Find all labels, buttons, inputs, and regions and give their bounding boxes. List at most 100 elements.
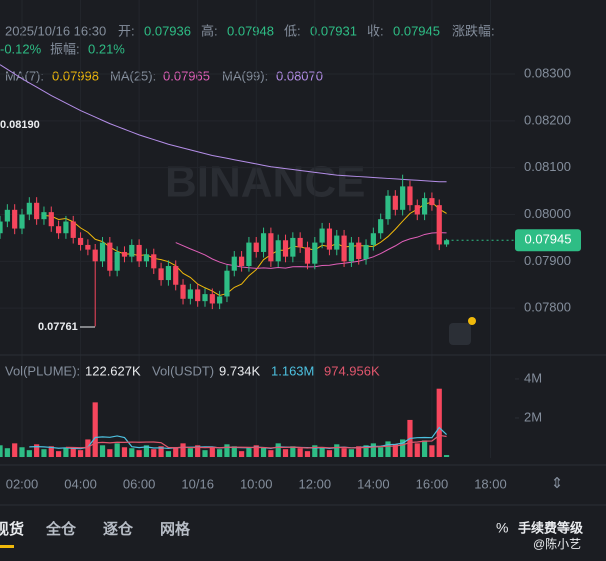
volume-bar: [63, 448, 69, 457]
price-tag: [515, 229, 581, 252]
candle-body: [304, 247, 311, 264]
candle-body: [158, 268, 164, 281]
candle-body: [41, 212, 47, 220]
candle-body: [370, 233, 376, 245]
candle-body: [268, 233, 274, 262]
candle-body: [136, 244, 142, 262]
candle-body: [187, 289, 193, 299]
value: 0.07965: [163, 68, 210, 83]
volume-bar: [202, 450, 208, 457]
volume-bar: [34, 444, 40, 457]
y-tick-label: 0.07900: [524, 253, 571, 268]
candle-body: [165, 266, 171, 281]
candle-body: [260, 233, 267, 252]
price-tag-label: 0.07945: [525, 232, 572, 247]
volume-bar: [165, 451, 171, 457]
volume-header: Vol(PLUME): 122.627K Vol(USDT) 9.734K 1.…: [5, 363, 380, 378]
fee-level[interactable]: 手续费等级: [518, 520, 584, 535]
low-note: 0.07761: [38, 321, 78, 333]
x-tick-label: 18:00: [474, 476, 507, 491]
volume-bar: [392, 444, 398, 457]
x-tick-label: 16:00: [416, 476, 449, 491]
volume-bar: [348, 449, 354, 457]
volume-bar: [70, 447, 76, 457]
tab[interactable]: 网格: [160, 520, 191, 538]
scale-icon[interactable]: ⇕: [551, 475, 564, 492]
value: 974.956K: [324, 363, 380, 378]
volume-bar: [12, 443, 18, 457]
candle-body: [129, 244, 135, 257]
volume-bar: [239, 451, 245, 457]
credit: @陈小艺: [533, 536, 581, 551]
value: 0.21%: [88, 41, 125, 56]
volume-bar: [370, 443, 376, 457]
volume-bar: [275, 443, 281, 457]
label: MA(7):: [5, 68, 44, 83]
volume-bar: [92, 402, 98, 457]
candle-body: [202, 294, 208, 302]
tab[interactable]: 全仓: [45, 520, 77, 538]
ma99-line: [0, 64, 447, 183]
candle-body: [56, 226, 62, 234]
candle-body: [341, 235, 347, 262]
volume-bar: [48, 446, 54, 457]
label: 高:: [201, 23, 218, 38]
x-tick-label: 10/16: [181, 476, 214, 491]
volume-bar: [129, 448, 135, 457]
value: 0.07948: [227, 23, 274, 38]
label: Vol(PLUME):: [5, 363, 80, 378]
candle-body: [363, 244, 369, 259]
label: 涨跌幅:: [452, 23, 495, 38]
candle-body: [414, 205, 420, 215]
candle-body: [12, 209, 18, 229]
volume-bar: [19, 447, 25, 457]
volume-bar: [356, 446, 362, 457]
candle-body: [85, 244, 91, 250]
fee-icon[interactable]: %: [496, 520, 508, 536]
vol-tick-label: 4M: [524, 370, 542, 385]
candle-body: [34, 202, 40, 220]
volume-bar: [260, 447, 267, 457]
candle-body: [180, 284, 186, 299]
volume-bar: [253, 445, 259, 457]
candle-body: [253, 242, 259, 252]
candle-body: [114, 251, 120, 271]
candle-body: [443, 240, 450, 245]
candle-body: [319, 228, 325, 243]
label: 收:: [367, 23, 384, 38]
candle-body: [275, 240, 281, 262]
volume-bar: [187, 448, 193, 457]
y-tick-label: 0.07800: [524, 300, 571, 315]
value: 0.07998: [52, 68, 99, 83]
candle-body: [231, 256, 237, 271]
x-tick-label: 12:00: [299, 476, 332, 491]
volume-bar: [443, 455, 450, 457]
value: 9.734K: [219, 363, 261, 378]
x-tick-label: 06:00: [123, 476, 156, 491]
candle-body: [436, 205, 442, 245]
tool-icon[interactable]: [449, 323, 471, 345]
candle-body: [348, 242, 354, 262]
candle-body: [195, 289, 201, 302]
y-tick-label: 0.08100: [524, 159, 571, 174]
value: 0.07931: [310, 23, 357, 38]
volume-bar: [107, 449, 113, 457]
volume-bar: [319, 447, 325, 457]
vol-tick-label: 2M: [524, 409, 542, 424]
x-tick-label: 14:00: [357, 476, 390, 491]
x-tick-label: 10:00: [240, 476, 273, 491]
label: 开:: [118, 23, 135, 38]
candle-body: [4, 209, 10, 222]
volume-bar: [268, 450, 274, 457]
tab[interactable]: 现货: [0, 520, 24, 538]
candle-body: [19, 214, 25, 229]
volume-bar: [217, 449, 223, 457]
volume-bar: [0, 445, 3, 457]
candle-body: [70, 221, 76, 238]
tab[interactable]: 逐仓: [103, 520, 134, 538]
candle-body: [173, 266, 179, 285]
volume-bar: [297, 448, 303, 457]
label: MA(25):: [110, 68, 156, 83]
value: -0.12%: [0, 41, 42, 56]
